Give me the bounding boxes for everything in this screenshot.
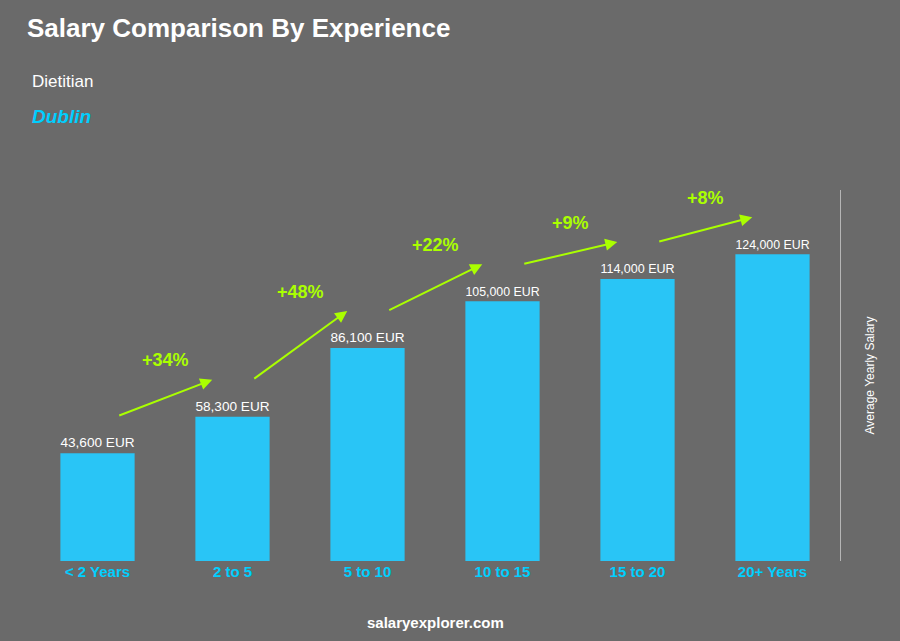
svg-text:43,600 EUR: 43,600 EUR	[60, 435, 134, 450]
svg-text:58,300 EUR: 58,300 EUR	[195, 399, 269, 414]
svg-text:+9%: +9%	[552, 213, 589, 233]
svg-text:5 to 10: 5 to 10	[344, 563, 392, 580]
svg-text:+22%: +22%	[412, 235, 459, 255]
svg-text:Salary Comparison By Experienc: Salary Comparison By Experience	[27, 13, 450, 43]
svg-text:salaryexplorer.com: salaryexplorer.com	[367, 614, 504, 631]
svg-text:< 2 Years: < 2 Years	[65, 563, 130, 580]
svg-text:114,000 EUR: 114,000 EUR	[600, 262, 674, 276]
svg-text:Dietitian: Dietitian	[32, 72, 93, 91]
svg-text:2 to 5: 2 to 5	[213, 563, 252, 580]
svg-text:15 to 20: 15 to 20	[610, 563, 666, 580]
svg-text:+34%: +34%	[142, 350, 189, 370]
svg-text:105,000 EUR: 105,000 EUR	[465, 285, 539, 299]
svg-text:10 to 15: 10 to 15	[475, 563, 531, 580]
svg-text:+8%: +8%	[687, 188, 724, 208]
svg-text:124,000 EUR: 124,000 EUR	[735, 238, 809, 252]
svg-text:86,100 EUR: 86,100 EUR	[330, 330, 404, 345]
svg-text:Dublin: Dublin	[32, 106, 91, 127]
svg-text:+48%: +48%	[277, 282, 324, 302]
svg-text:Average Yearly Salary: Average Yearly Salary	[863, 317, 877, 435]
svg-text:20+ Years: 20+ Years	[738, 563, 807, 580]
